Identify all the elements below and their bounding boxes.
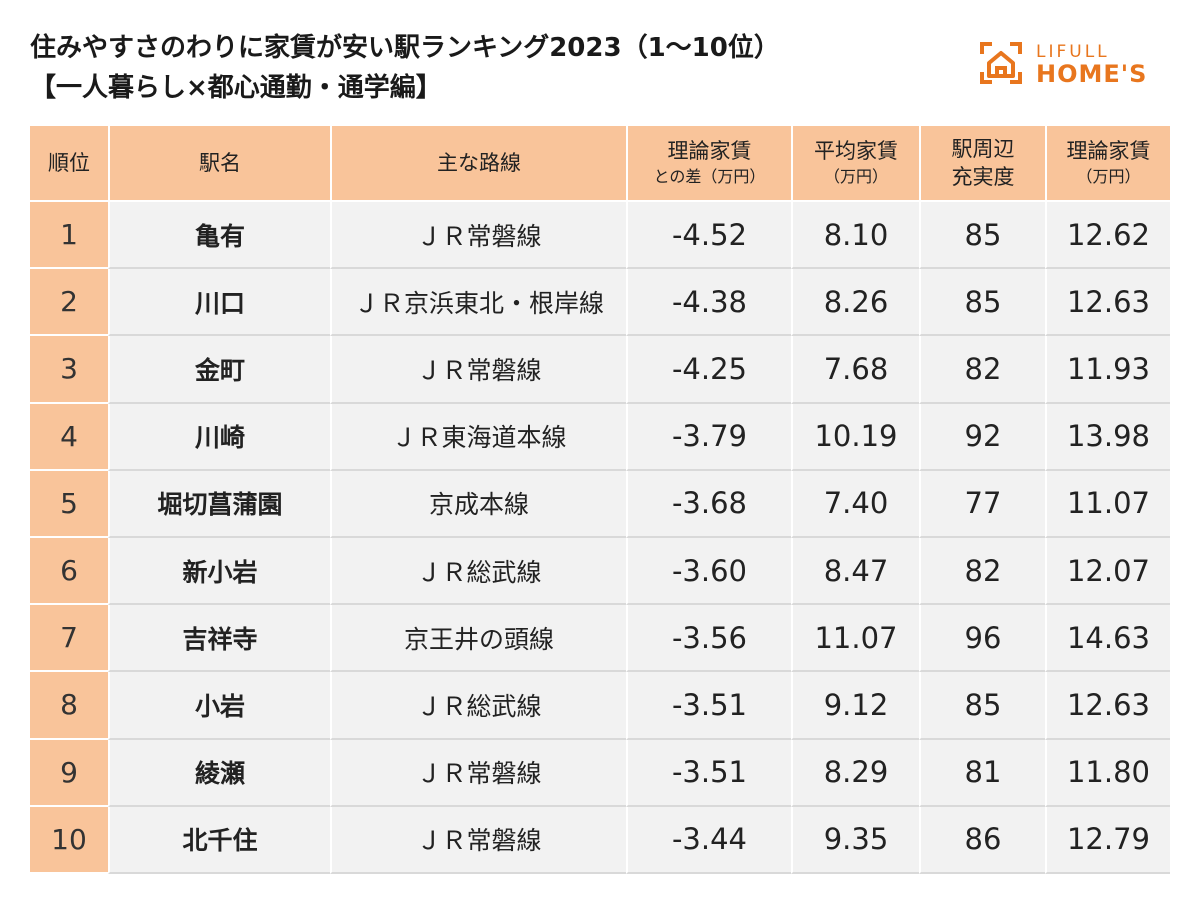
train-line-cell: ＪＲ総武線 [330,672,626,740]
rent-diff-cell: -3.60 [626,537,791,606]
rank-cell: 5 [30,470,108,538]
avg-rent-cell: 8.10 [791,202,919,270]
station-name-cell: 川崎 [108,403,330,471]
train-line-cell: ＪＲ常磐線 [330,336,626,404]
theory-rent-cell: 11.80 [1045,739,1170,807]
house-icon [980,42,1022,84]
amenity-score-cell: 81 [919,739,1045,807]
amenity-score-cell: 92 [919,403,1045,471]
station-name-cell: 川口 [108,269,330,337]
train-line-cell: ＪＲ京浜東北・根岸線 [330,269,626,337]
station-name-cell: 金町 [108,336,330,404]
rank-cell: 2 [30,269,108,337]
header-rank: 順位 [30,126,108,202]
avg-rent-cell: 7.40 [791,470,919,538]
logo-text-lifull: LIFULL [1036,42,1110,62]
rent-diff-cell: -4.52 [626,202,791,270]
amenity-score-cell: 77 [919,470,1045,538]
station-name-cell: 堀切菖蒲園 [108,470,330,538]
avg-rent-cell: 11.07 [791,605,919,673]
avg-rent-cell: 8.29 [791,739,919,807]
station-name-cell: 綾瀬 [108,739,330,807]
station-name-cell: 吉祥寺 [108,605,330,673]
rent-diff-cell: -4.25 [626,336,791,404]
train-line-cell: ＪＲ東海道本線 [330,403,626,471]
rank-cell: 7 [30,605,108,673]
avg-rent-cell: 9.12 [791,672,919,740]
lifull-homes-logo: LIFULL HOME'S [978,38,1168,90]
header-avg-rent: 平均家賃 （万円） [791,126,919,202]
station-name-cell: 小岩 [108,672,330,740]
rank-cell: 3 [30,336,108,404]
page-subtitle: 【一人暮らし×都心通勤・通学編】 [30,73,442,103]
avg-rent-cell: 8.47 [791,537,919,606]
rank-cell: 6 [30,537,108,606]
avg-rent-cell: 8.26 [791,269,919,337]
theory-rent-cell: 11.93 [1045,336,1170,404]
avg-rent-cell: 7.68 [791,336,919,404]
rent-diff-cell: -3.51 [626,739,791,807]
header-amenity-score: 駅周辺 充実度 [919,126,1045,202]
amenity-score-cell: 86 [919,806,1045,874]
station-name-cell: 北千住 [108,806,330,874]
amenity-score-cell: 96 [919,605,1045,673]
station-name-cell: 新小岩 [108,537,330,606]
avg-rent-cell: 9.35 [791,806,919,874]
station-name-cell: 亀有 [108,202,330,270]
rent-diff-cell: -3.68 [626,470,791,538]
train-line-cell: ＪＲ常磐線 [330,202,626,270]
amenity-score-cell: 82 [919,336,1045,404]
theory-rent-cell: 12.63 [1045,672,1170,740]
theory-rent-cell: 13.98 [1045,403,1170,471]
logo-text-homes: HOME'S [1036,60,1148,88]
amenity-score-cell: 82 [919,537,1045,606]
header-rent-diff: 理論家賃 との差（万円） [626,126,791,202]
theory-rent-cell: 12.62 [1045,202,1170,270]
header-line: 主な路線 [330,126,626,202]
rank-cell: 10 [30,806,108,874]
train-line-cell: ＪＲ総武線 [330,537,626,606]
train-line-cell: ＪＲ常磐線 [330,739,626,807]
train-line-cell: ＪＲ常磐線 [330,806,626,874]
rank-cell: 9 [30,739,108,807]
theory-rent-cell: 11.07 [1045,470,1170,538]
amenity-score-cell: 85 [919,202,1045,270]
rent-diff-cell: -3.44 [626,806,791,874]
theory-rent-cell: 12.07 [1045,537,1170,606]
rent-diff-cell: -3.79 [626,403,791,471]
rank-cell: 1 [30,202,108,270]
page-title: 住みやすさのわりに家賃が安い駅ランキング2023（1〜10位） [30,33,780,63]
title-block: 住みやすさのわりに家賃が安い駅ランキング2023（1〜10位） 【一人暮らし×都… [30,28,780,108]
theory-rent-cell: 14.63 [1045,605,1170,673]
amenity-score-cell: 85 [919,269,1045,337]
rent-diff-cell: -4.38 [626,269,791,337]
header-station: 駅名 [108,126,330,202]
train-line-cell: 京成本線 [330,470,626,538]
theory-rent-cell: 12.63 [1045,269,1170,337]
ranking-table: 順位 駅名 主な路線 理論家賃 との差（万円） 平均家賃 （万円） 駅周辺 充実… [30,126,1170,874]
rank-cell: 4 [30,403,108,471]
avg-rent-cell: 10.19 [791,403,919,471]
train-line-cell: 京王井の頭線 [330,605,626,673]
theory-rent-cell: 12.79 [1045,806,1170,874]
rank-cell: 8 [30,672,108,740]
amenity-score-cell: 85 [919,672,1045,740]
rent-diff-cell: -3.51 [626,672,791,740]
header-theory-rent: 理論家賃 （万円） [1045,126,1170,202]
rent-diff-cell: -3.56 [626,605,791,673]
